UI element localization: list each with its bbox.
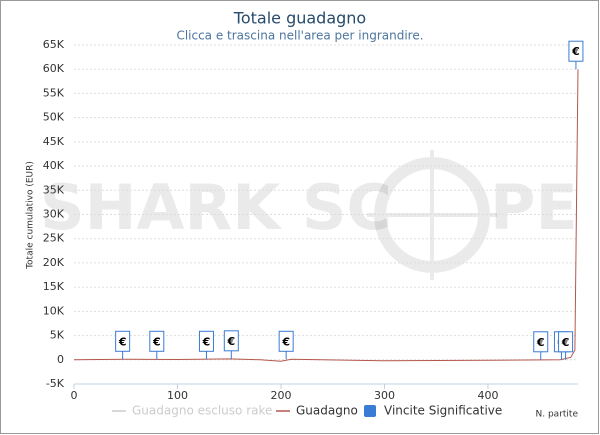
y-tick-label: 35K	[43, 183, 65, 196]
y-tick-label: 55K	[43, 86, 65, 99]
y-tick-label: 30K	[43, 208, 65, 221]
flag-box	[223, 330, 239, 352]
y-tick-label: -5K	[46, 377, 65, 390]
flag: €	[223, 330, 239, 359]
flag-label: €	[571, 45, 580, 58]
y-tick-label: 25K	[43, 232, 65, 245]
chart-title: Totale guadagno	[233, 9, 366, 28]
y-tick-label: 45K	[43, 135, 65, 148]
flag-box	[568, 40, 584, 62]
flag-label: €	[226, 335, 235, 348]
flag: €	[568, 40, 584, 70]
flag: €	[115, 330, 131, 360]
flag-box	[198, 330, 214, 352]
legend-swatch	[364, 405, 376, 417]
watermark-text: SHARK SC	[40, 171, 392, 244]
flag-label: €	[118, 335, 127, 348]
x-tick-label: 100	[167, 389, 188, 402]
y-tick-label: 15K	[43, 280, 65, 293]
flag: €	[558, 331, 574, 360]
chart-subtitle: Clicca e trascina nell'area per ingrandi…	[176, 29, 423, 43]
y-tick-label: 60K	[43, 62, 65, 75]
flag-label: €	[202, 335, 211, 348]
y-tick-label: 0	[57, 353, 64, 366]
y-tick-label: 50K	[43, 111, 65, 124]
x-tick-label: 400	[477, 389, 498, 402]
flag-label: €	[561, 336, 570, 349]
flag-label: €	[536, 336, 545, 349]
y-tick-label: 65K	[43, 38, 65, 51]
flag: €	[198, 330, 214, 360]
flag-box	[149, 330, 165, 352]
watermark-text: PE	[490, 171, 578, 244]
flag-box	[278, 330, 294, 352]
legend-label: Guadagno	[296, 404, 358, 418]
x-tick-label: 300	[374, 389, 395, 402]
flag-box	[115, 330, 131, 352]
y-tick-label: 40K	[43, 159, 65, 172]
flag: €	[533, 331, 549, 360]
flag-box	[533, 331, 549, 353]
y-tick-label: 5K	[50, 329, 65, 342]
flag-box	[558, 331, 574, 353]
legend-label: Vincite Significative	[384, 404, 502, 418]
legend-label: Guadagno escluso rake	[132, 404, 272, 418]
x-axis-label: N. partite	[536, 410, 579, 420]
x-tick-label: 200	[270, 389, 291, 402]
flag-label: €	[281, 335, 290, 348]
flag: €	[278, 330, 294, 360]
y-tick-label: 10K	[43, 304, 65, 317]
y-tick-label: 20K	[43, 256, 65, 269]
y-axis-label: Totale cumulativo (EUR)	[26, 161, 36, 270]
flag-label: €	[152, 335, 161, 348]
flag: €	[149, 330, 165, 360]
x-tick-label: 0	[71, 389, 78, 402]
line	[73, 69, 579, 362]
